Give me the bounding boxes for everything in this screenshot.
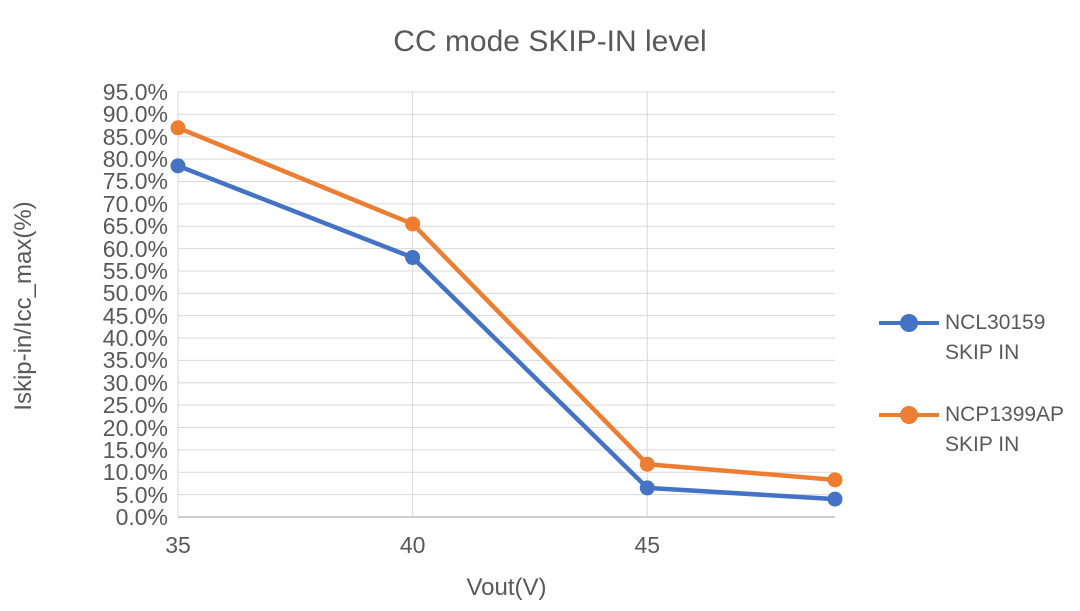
- x-tick-label: 40: [399, 532, 426, 558]
- y-tick-label: 90.0%: [102, 101, 168, 128]
- legend-line-marker-blue-icon: [879, 314, 939, 332]
- legend: NCL30159 SKIP IN NCP1399AP SKIP IN: [878, 308, 1064, 460]
- y-tick-label: 80.0%: [102, 146, 168, 173]
- y-tick-label: 25.0%: [102, 392, 168, 419]
- series-line-ncp1399ap-skip-in: [175, 125, 838, 483]
- y-tick-label: 40.0%: [102, 325, 168, 352]
- y-tick-label: 85.0%: [102, 123, 168, 150]
- y-tick-label: 5.0%: [115, 481, 168, 508]
- legend-item-ncl30159: NCL30159 SKIP IN: [878, 308, 1064, 368]
- y-tick-label: 20.0%: [102, 414, 168, 441]
- data-point-ncl30159-skip-in: [405, 250, 421, 266]
- data-point-ncl30159-skip-in: [827, 491, 843, 507]
- y-tick-label: 75.0%: [102, 168, 168, 195]
- x-tick-label: 35: [165, 532, 191, 558]
- data-point-ncl30159-skip-in: [639, 480, 655, 496]
- legend-line-marker-orange-icon: [879, 406, 939, 424]
- legend-item-ncp1399ap: NCP1399AP SKIP IN: [878, 400, 1064, 460]
- y-tick-label: 45.0%: [102, 302, 168, 329]
- legend-label-line2: SKIP IN: [945, 341, 1020, 364]
- x-tick-label: 45: [634, 532, 661, 558]
- series-line-ncl30159-skip-in: [175, 163, 838, 502]
- data-point-ncp1399ap-skip-in: [827, 472, 843, 488]
- legend-label-line1: NCL30159: [945, 311, 1046, 334]
- legend-label-line1: NCP1399AP: [945, 403, 1065, 426]
- y-tick-label: 55.0%: [102, 257, 168, 284]
- x-axis-title: Vout(V): [466, 574, 547, 601]
- y-tick-label: 70.0%: [102, 190, 168, 217]
- y-tick-label: 10.0%: [102, 459, 168, 486]
- y-tick-label: 50.0%: [102, 280, 168, 307]
- data-point-ncp1399ap-skip-in: [639, 456, 655, 472]
- legend-label-ncl30159: NCL30159 SKIP IN: [945, 308, 1045, 368]
- y-tick-label: 35.0%: [102, 347, 168, 374]
- y-tick-label: 60.0%: [102, 235, 168, 262]
- y-axis-title: Iskip-in/Icc_max(%): [10, 201, 37, 411]
- data-point-ncl30159-skip-in: [170, 158, 186, 174]
- y-tick-label: 0.0%: [115, 504, 168, 530]
- y-tick-label: 30.0%: [102, 369, 168, 396]
- data-point-ncp1399ap-skip-in: [405, 216, 421, 232]
- y-tick-label: 15.0%: [102, 436, 168, 463]
- chart-title: CC mode SKIP-IN level: [393, 25, 707, 58]
- data-point-ncp1399ap-skip-in: [170, 120, 186, 136]
- y-tick-label: 95.0%: [102, 79, 168, 105]
- legend-label-line2: SKIP IN: [945, 433, 1020, 456]
- legend-label-ncp1399ap: NCP1399AP SKIP IN: [945, 400, 1064, 460]
- y-tick-label: 65.0%: [102, 213, 168, 240]
